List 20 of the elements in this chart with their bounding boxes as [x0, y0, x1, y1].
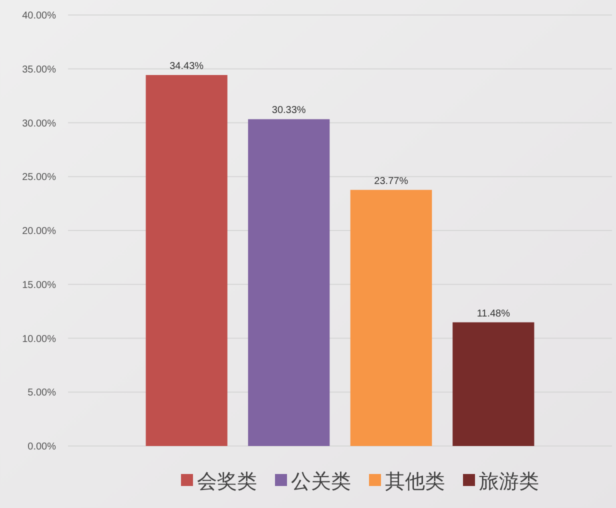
y-tick-label: 0.00% — [28, 442, 56, 452]
data-label: 34.43% — [170, 61, 204, 72]
legend-label: 旅游类 — [479, 471, 539, 493]
data-label: 23.77% — [374, 176, 408, 187]
legend-label: 公关类 — [291, 471, 351, 493]
bar — [146, 75, 228, 446]
legend-label: 其他类 — [385, 471, 445, 493]
y-tick-label: 30.00% — [22, 118, 56, 130]
y-tick-label: 15.00% — [22, 280, 56, 291]
y-tick-label: 5.00% — [28, 388, 56, 399]
legend-label: 会奖类 — [197, 471, 257, 493]
data-label: 11.48% — [476, 308, 510, 320]
data-label: 30.33% — [272, 105, 306, 116]
y-tick-label: 20.00% — [22, 226, 56, 237]
bar — [248, 119, 330, 446]
y-tick-label: 35.00% — [22, 64, 56, 76]
y-tick-label: 25.00% — [22, 172, 56, 184]
y-tick-label: 10.00% — [22, 334, 56, 345]
bar — [452, 322, 534, 446]
y-tick-label: 40.00% — [22, 10, 56, 22]
